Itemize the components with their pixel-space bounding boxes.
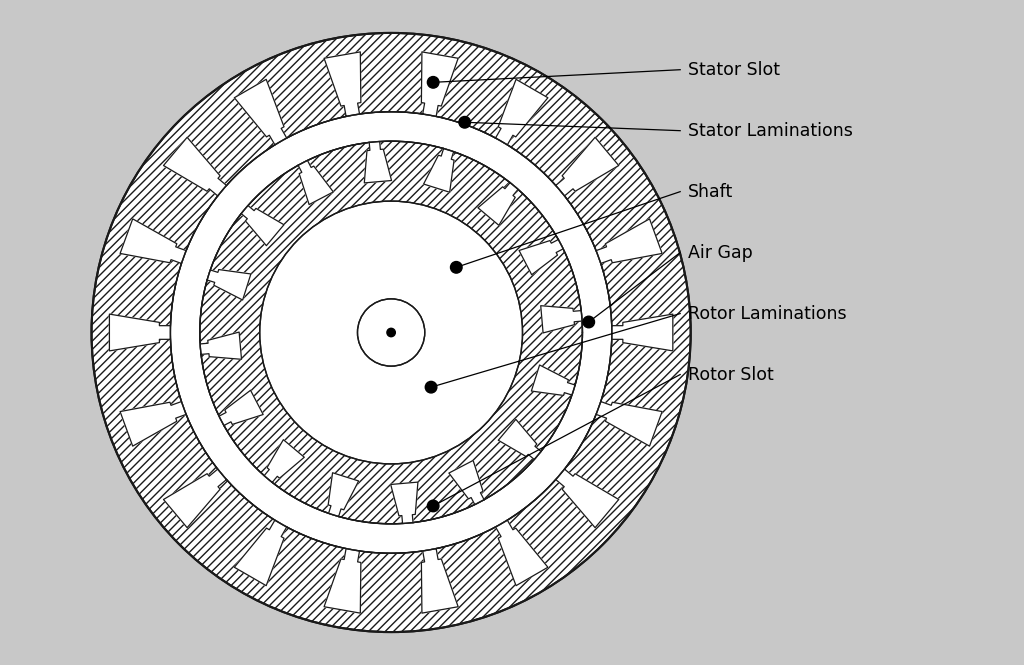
Circle shape bbox=[459, 116, 470, 128]
Polygon shape bbox=[164, 138, 226, 196]
Circle shape bbox=[427, 76, 439, 88]
Circle shape bbox=[425, 382, 437, 393]
Circle shape bbox=[170, 112, 612, 553]
Polygon shape bbox=[324, 52, 360, 116]
Polygon shape bbox=[496, 79, 548, 145]
Polygon shape bbox=[207, 269, 251, 300]
Circle shape bbox=[387, 329, 395, 336]
Text: Stator Slot: Stator Slot bbox=[687, 61, 779, 78]
Circle shape bbox=[91, 33, 691, 632]
Polygon shape bbox=[200, 332, 242, 359]
Polygon shape bbox=[264, 440, 304, 482]
Polygon shape bbox=[298, 160, 334, 205]
Text: Stator Laminations: Stator Laminations bbox=[687, 122, 852, 140]
Polygon shape bbox=[424, 148, 454, 192]
Circle shape bbox=[357, 299, 425, 366]
Polygon shape bbox=[328, 473, 358, 517]
Polygon shape bbox=[556, 469, 618, 527]
Polygon shape bbox=[422, 52, 458, 116]
Circle shape bbox=[427, 500, 439, 512]
Circle shape bbox=[260, 201, 522, 464]
Polygon shape bbox=[365, 142, 391, 183]
Polygon shape bbox=[496, 520, 548, 586]
Polygon shape bbox=[478, 183, 518, 225]
Polygon shape bbox=[110, 314, 170, 351]
Polygon shape bbox=[120, 219, 186, 263]
Circle shape bbox=[451, 261, 462, 273]
Text: Rotor Slot: Rotor Slot bbox=[687, 366, 773, 384]
Text: Air Gap: Air Gap bbox=[687, 243, 753, 261]
Polygon shape bbox=[422, 549, 458, 613]
Polygon shape bbox=[219, 390, 263, 426]
Polygon shape bbox=[596, 402, 663, 446]
Polygon shape bbox=[120, 402, 186, 446]
Circle shape bbox=[200, 141, 583, 524]
Polygon shape bbox=[612, 314, 673, 351]
Polygon shape bbox=[449, 460, 484, 505]
Polygon shape bbox=[556, 138, 618, 196]
Polygon shape bbox=[234, 79, 287, 145]
Polygon shape bbox=[541, 306, 583, 333]
Polygon shape bbox=[164, 469, 226, 527]
Polygon shape bbox=[242, 205, 284, 245]
Polygon shape bbox=[391, 482, 418, 523]
Polygon shape bbox=[596, 219, 663, 263]
Polygon shape bbox=[234, 520, 287, 586]
Text: Shaft: Shaft bbox=[687, 183, 733, 201]
Polygon shape bbox=[324, 549, 360, 613]
Circle shape bbox=[583, 316, 595, 328]
Polygon shape bbox=[499, 420, 541, 460]
Text: Rotor Laminations: Rotor Laminations bbox=[687, 305, 846, 323]
Polygon shape bbox=[531, 365, 575, 396]
Polygon shape bbox=[519, 239, 563, 275]
